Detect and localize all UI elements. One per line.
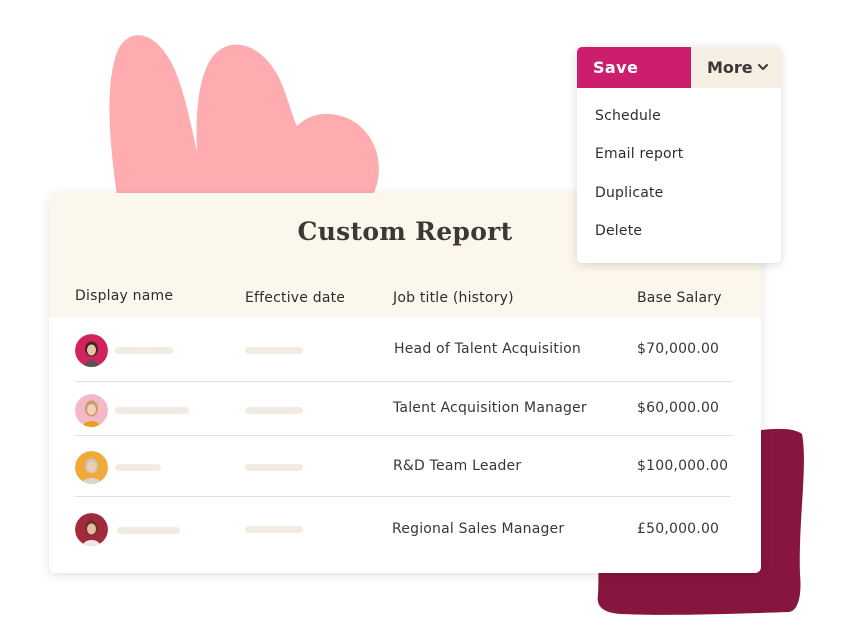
base-salary-cell: $70,000.00 <box>637 341 720 357</box>
column-header-display-name[interactable]: Display name <box>75 288 174 304</box>
more-button-label: More <box>707 58 753 77</box>
display-name-placeholder <box>115 407 189 414</box>
job-title-cell: Head of Talent Acquisition <box>394 341 582 357</box>
chevron-down-icon <box>758 64 768 70</box>
column-header-base-salary[interactable]: Base Salary <box>637 290 722 306</box>
column-header-job-title[interactable]: Job title (history) <box>393 290 514 306</box>
row-divider <box>75 381 733 382</box>
menu-item-duplicate[interactable]: Duplicate <box>595 185 664 201</box>
column-header-effective-date[interactable]: Effective date <box>245 290 346 306</box>
table-row[interactable]: Regional Sales Manager £50,000.00 <box>49 497 761 561</box>
job-title-cell: Talent Acquisition Manager <box>393 400 587 416</box>
row-divider <box>75 496 731 497</box>
person-photo-icon <box>75 394 108 427</box>
table-row[interactable]: Talent Acquisition Manager $60,000.00 <box>49 382 761 435</box>
menu-item-schedule[interactable]: Schedule <box>595 108 661 124</box>
display-name-placeholder <box>117 527 180 534</box>
avatar <box>75 513 108 546</box>
display-name-placeholder <box>115 347 173 354</box>
effective-date-placeholder <box>245 407 303 414</box>
avatar <box>75 334 108 367</box>
pink-blob-decoration <box>109 35 379 195</box>
display-name-placeholder <box>115 464 161 471</box>
base-salary-cell: £50,000.00 <box>637 521 720 537</box>
base-salary-cell: $100,000.00 <box>637 458 729 474</box>
menu-item-email-report[interactable]: Email report <box>595 146 684 162</box>
menu-item-delete[interactable]: Delete <box>595 223 643 239</box>
avatar <box>75 451 108 484</box>
person-photo-icon <box>75 451 108 484</box>
person-photo-icon <box>75 334 108 367</box>
row-divider <box>75 435 733 436</box>
effective-date-placeholder <box>245 464 303 471</box>
save-button[interactable]: Save <box>577 47 691 88</box>
effective-date-placeholder <box>245 526 303 533</box>
job-title-cell: Regional Sales Manager <box>392 521 565 537</box>
avatar <box>75 394 108 427</box>
person-photo-icon <box>75 513 108 546</box>
more-dropdown-button[interactable]: More <box>691 47 781 88</box>
effective-date-placeholder <box>245 347 303 354</box>
table-row[interactable]: R&D Team Leader $100,000.00 <box>49 436 761 496</box>
report-title: Custom Report <box>297 217 513 246</box>
job-title-cell: R&D Team Leader <box>393 458 522 474</box>
base-salary-cell: $60,000.00 <box>637 400 720 416</box>
table-row[interactable]: Head of Talent Acquisition $70,000.00 <box>49 317 761 381</box>
save-more-menu: Save More Schedule Email report Duplicat… <box>577 47 781 263</box>
